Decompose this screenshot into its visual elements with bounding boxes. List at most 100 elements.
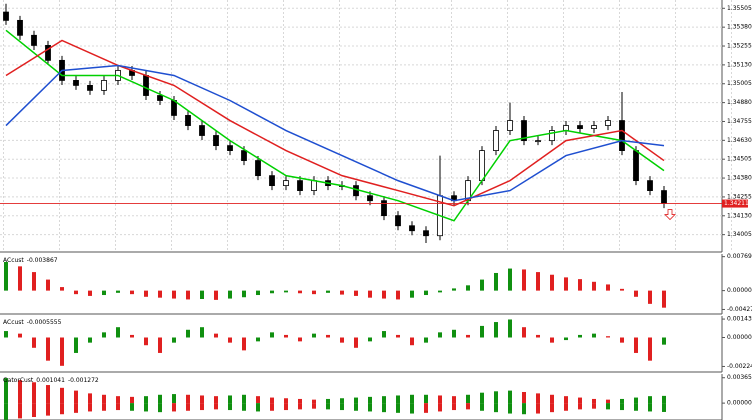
gator-bar (424, 403, 428, 413)
histogram-bar (396, 290, 400, 300)
candle-body (647, 180, 653, 191)
candle-body (73, 80, 79, 86)
gator-bar (662, 403, 666, 412)
gator-bar (4, 403, 8, 420)
histogram-bar (158, 290, 162, 298)
candle-body (493, 130, 499, 151)
indicator-value: 0.001041 (36, 377, 65, 384)
y-tick-label: -0.0022492 (727, 363, 752, 370)
histogram-bar (298, 290, 302, 294)
histogram-bar (60, 287, 64, 291)
gator-bar (606, 403, 610, 410)
gator-bar (74, 390, 78, 404)
histogram-bar (186, 329, 190, 338)
gator-bar (578, 403, 582, 410)
histogram-bar (242, 337, 246, 351)
histogram-bar (172, 337, 176, 343)
gator-bar (116, 396, 120, 404)
gator-bar (326, 398, 330, 404)
gator-bar (634, 397, 638, 404)
gator-bar (200, 403, 204, 411)
gator-bar (466, 403, 470, 410)
gator-bar (396, 403, 400, 413)
candle-body (255, 160, 261, 177)
histogram-bar (172, 290, 176, 299)
candle-body (605, 120, 611, 126)
histogram-bar (606, 284, 610, 291)
gator-bar (270, 403, 274, 411)
candle-body (619, 120, 625, 151)
candle-body (381, 200, 387, 217)
histogram-bar (480, 279, 484, 291)
gator-bar (634, 403, 638, 411)
candle-body (227, 145, 233, 151)
histogram-bar (32, 272, 36, 291)
candle-body (479, 150, 485, 182)
gator-bar (368, 403, 372, 412)
histogram-bar (130, 290, 134, 295)
histogram-bar (242, 290, 246, 298)
gator-bar (536, 403, 540, 414)
histogram-bar (4, 331, 8, 338)
candle-body (297, 180, 303, 191)
y-tick-label: -0.004271 (727, 306, 752, 313)
moving-average (5, 64, 665, 202)
histogram-bar (228, 337, 232, 343)
gator-bar (382, 396, 386, 404)
gator-bar (452, 396, 456, 404)
candle-body (3, 11, 9, 21)
candle-body (101, 80, 107, 91)
histogram-bar (592, 281, 596, 291)
histogram-bar (382, 290, 386, 299)
histogram-bar (648, 337, 652, 361)
gator-bar (228, 395, 232, 404)
gator-bar (130, 403, 134, 411)
gator-bar (242, 394, 246, 404)
gator-bar (410, 403, 414, 414)
y-tick-label: 1.35130 (727, 61, 752, 68)
gator-bar (452, 403, 456, 411)
histogram-bar (186, 290, 190, 300)
histogram-bar (368, 337, 372, 342)
histogram-bar (564, 277, 568, 291)
gator-bar (74, 403, 78, 413)
histogram-bar (130, 334, 134, 338)
y-tick-label: 0.000000 (727, 287, 752, 294)
gator-bar (494, 391, 498, 404)
histogram-bar (564, 337, 568, 341)
histogram-bar (382, 331, 386, 338)
histogram-bar (410, 290, 414, 298)
panel-title: ACcust -0.0005555 (3, 319, 62, 326)
histogram-bar (60, 337, 64, 366)
histogram-bar (452, 288, 456, 291)
histogram-bar (424, 337, 428, 343)
y-tick-label: 1.34130 (727, 212, 752, 219)
gator-bar (298, 398, 302, 404)
candle-body (283, 180, 289, 187)
histogram-bar (284, 334, 288, 338)
histogram-bar (228, 290, 232, 299)
histogram-bar (410, 337, 414, 346)
histogram-bar (648, 290, 652, 304)
gator-bar (256, 403, 260, 412)
histogram-bar (606, 336, 610, 338)
candle-body (17, 19, 23, 36)
gator-bar (382, 403, 386, 413)
gator-bar (46, 385, 50, 404)
histogram-bar (340, 337, 344, 343)
histogram-bar (270, 290, 274, 294)
indicator-name: ACcust (3, 319, 24, 326)
gator-bar (214, 403, 218, 410)
candle-body (213, 135, 219, 147)
gator-bar (340, 398, 344, 404)
price-label: 1.34211 (724, 200, 749, 207)
gator-bar (144, 396, 148, 404)
histogram-bar (620, 337, 624, 343)
histogram-bar (88, 290, 92, 296)
histogram-bar (620, 288, 624, 291)
candle-body (577, 125, 583, 129)
gator-bar (550, 403, 554, 413)
gator-bar (144, 403, 148, 412)
gator-bar (242, 403, 246, 411)
y-tick-label: 0.0000000 (727, 334, 752, 341)
